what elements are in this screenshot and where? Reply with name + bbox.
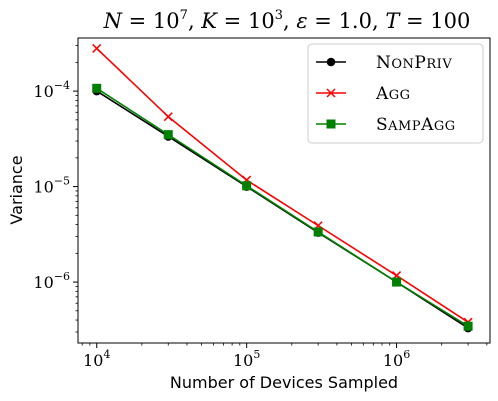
x-tick-label: 104 (83, 348, 110, 370)
data-point-sampagg (242, 181, 252, 191)
data-point-sampagg (463, 321, 473, 331)
legend-marker (326, 88, 336, 98)
y-axis: 10−6 10−5 10−4 (33, 45, 78, 333)
legend-label: NONPRIV (376, 53, 452, 73)
y-axis-label: Variance (7, 155, 26, 224)
legend-entry-sampagg: SAMPAGG (316, 115, 456, 135)
data-point-sampagg (392, 277, 402, 287)
y-tick-label: 10−6 (33, 270, 70, 292)
series-line-agg (96, 47, 469, 323)
data-point-sampagg (163, 130, 173, 140)
plot-frame (77, 37, 491, 344)
x-tick-label: 106 (383, 348, 410, 370)
legend-label: AGG (375, 84, 411, 104)
series-line-sampagg (96, 87, 469, 327)
data-point-sampagg (92, 83, 102, 93)
data-point-agg (163, 112, 173, 122)
legend-marker (326, 57, 336, 67)
legend-marker (326, 119, 336, 129)
data-point-agg (92, 43, 102, 53)
legend: NONPRIV AGG SAMPAGG (307, 43, 484, 144)
y-tick-label: 10−4 (33, 79, 70, 101)
legend-box (307, 43, 484, 144)
series-layer (92, 43, 473, 333)
chart-title: N = 107, K = 103, ε = 1.0, T = 100 (103, 8, 471, 33)
legend-label: SAMPAGG (376, 115, 456, 135)
legend-entry-agg: AGG (316, 84, 411, 104)
y-tick-label: 10−5 (33, 175, 70, 197)
x-tick-label: 105 (233, 348, 260, 370)
data-point-sampagg (313, 227, 323, 237)
x-axis-label: Number of Devices Sampled (170, 373, 398, 392)
x-axis: 104 105 106 (81, 343, 488, 370)
series-sampagg (92, 83, 473, 331)
legend-entry-nonpriv: NONPRIV (316, 53, 452, 73)
